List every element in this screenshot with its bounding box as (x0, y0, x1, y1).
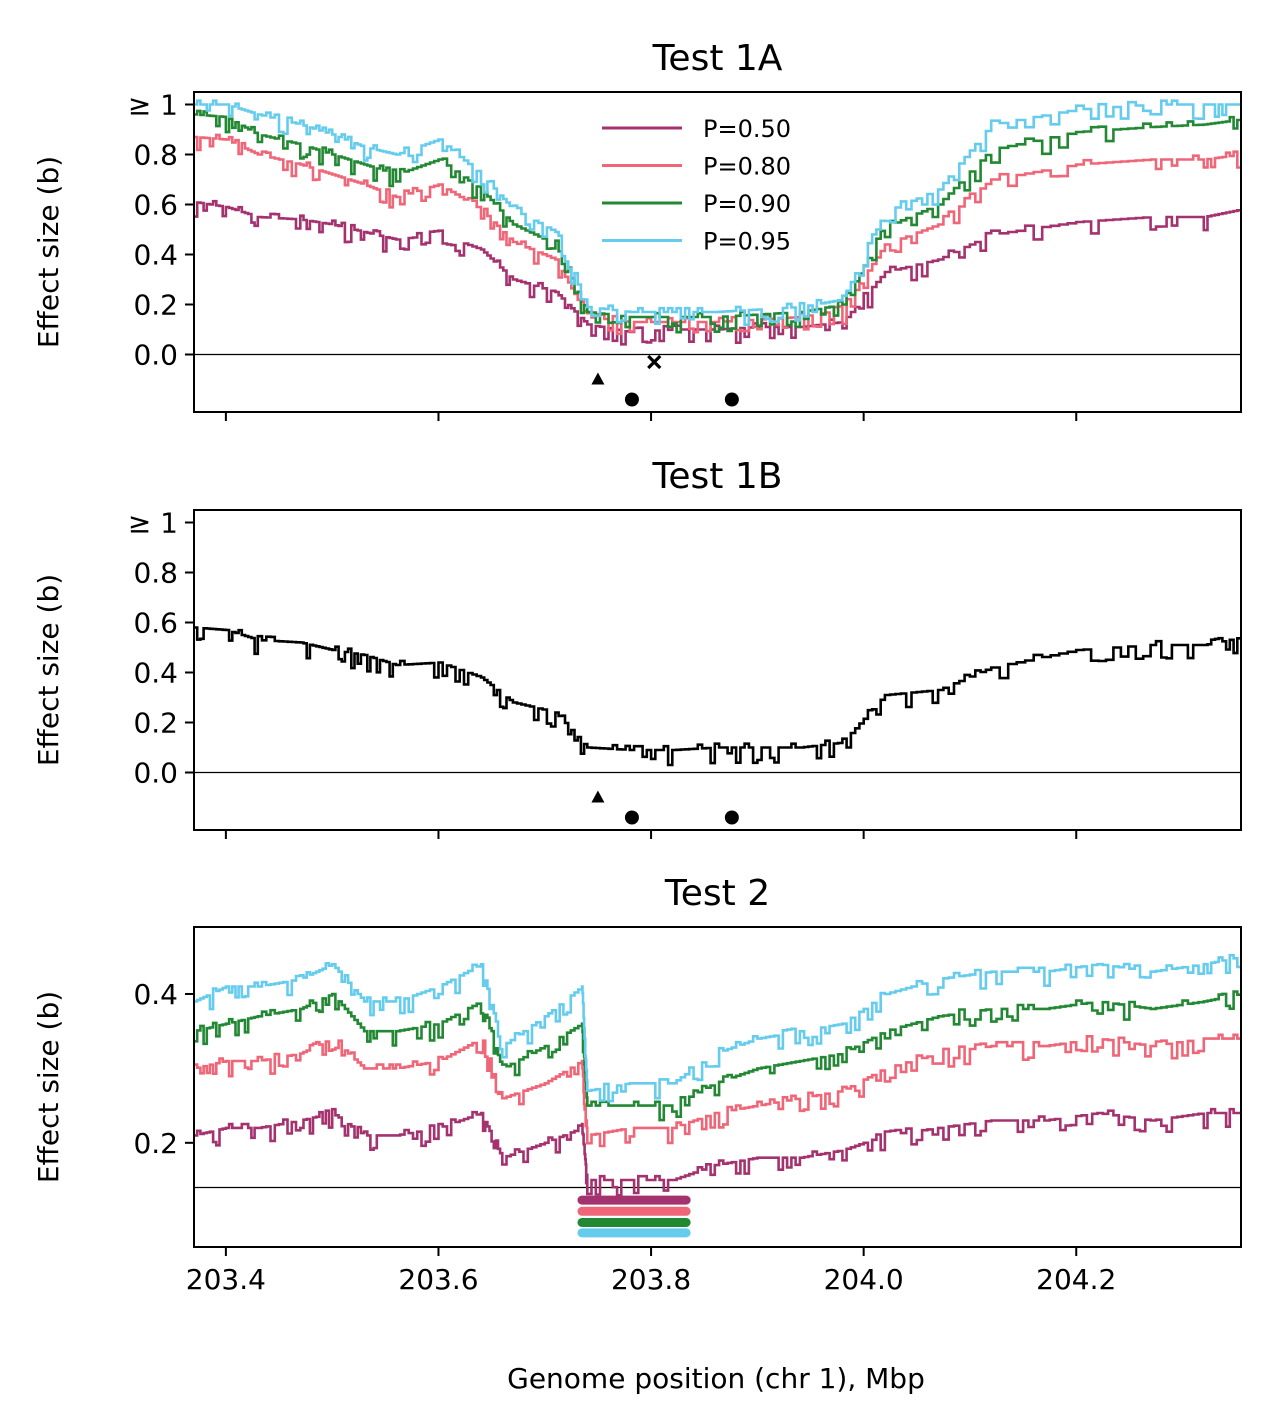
marker-circle (724, 810, 739, 825)
panel-2: Test 2 Effect size (b) 0.2 0.4 203.4 203.6 203… (32, 873, 1242, 1296)
y-tick-label: 0.4 (133, 657, 178, 690)
series-group (194, 626, 1241, 767)
x-tick-label: 204.0 (824, 1263, 904, 1296)
panel-title: Test 2 (664, 873, 770, 914)
series-line-p-0-80 (194, 1033, 1241, 1148)
y-tick-label: 0.4 (133, 239, 178, 272)
marker-circle (624, 392, 639, 407)
series-line-p-0-50 (194, 1107, 1241, 1197)
y-axis-label: Effect size (b) (32, 991, 65, 1183)
y-tick-label: 0.6 (133, 607, 178, 640)
y-tick-label: 0.8 (133, 557, 178, 590)
legend-label: P=0.80 (703, 153, 791, 181)
x-tick-label: 203.4 (186, 1263, 266, 1296)
panel-1: Test 1B Effect size (b) 0.0 0.2 0.4 0.6 0.8 ≥ 1 (32, 456, 1242, 839)
legend-label: P=0.95 (703, 228, 791, 256)
series-line-p-0-90 (194, 990, 1241, 1122)
x-axis-label: Genome position (chr 1), Mbp (507, 1362, 925, 1395)
panels: Test 1A Effect size (b) 0.0 0.2 0.4 0.6 0.8 ≥ 1… (32, 38, 1242, 1296)
marker-circle (724, 392, 739, 407)
series-group (194, 953, 1241, 1197)
marker-triangle (591, 372, 605, 385)
panel-0: Test 1A Effect size (b) 0.0 0.2 0.4 0.6 0.8 ≥ 1… (32, 38, 1242, 421)
y-tick-label: 0.6 (133, 189, 178, 222)
y-tick-label: 0.0 (133, 339, 178, 372)
series-group (194, 99, 1241, 346)
y-tick-label: 0.8 (133, 139, 178, 172)
y-tick-label: 0.0 (133, 757, 178, 790)
series-line-p-0-95 (194, 953, 1241, 1103)
series-line-effect-size (194, 626, 1241, 767)
y-tick-label: ≥ 1 (128, 89, 178, 122)
marker-cross (647, 354, 662, 370)
y-tick-label: 0.2 (133, 289, 178, 322)
plot-frame (193, 509, 1242, 831)
plot-frame (193, 926, 1242, 1248)
y-tick-label: ≥ 1 (128, 507, 178, 540)
y-axis-label: Effect size (b) (32, 156, 65, 348)
series-line-p-0-50 (194, 199, 1241, 346)
marker-circle (624, 810, 639, 825)
x-tick-label: 203.8 (611, 1263, 691, 1296)
series-line-p-0-95 (194, 99, 1241, 326)
y-tick-label: 0.2 (133, 1127, 178, 1160)
marker-triangle (591, 790, 605, 803)
plot-frame (193, 91, 1242, 413)
y-axis-label: Effect size (b) (32, 574, 65, 766)
x-tick-label: 203.6 (398, 1263, 478, 1296)
legend-label: P=0.50 (703, 115, 791, 143)
x-tick-label: 204.2 (1036, 1263, 1116, 1296)
panel-title: Test 1B (652, 456, 783, 497)
y-tick-label: 0.2 (133, 707, 178, 740)
legend-label: P=0.90 (703, 190, 791, 218)
legend: P=0.50 P=0.80 P=0.90 P=0.95 (602, 115, 791, 256)
panel-title: Test 1A (652, 38, 783, 79)
y-tick-label: 0.4 (133, 978, 178, 1011)
